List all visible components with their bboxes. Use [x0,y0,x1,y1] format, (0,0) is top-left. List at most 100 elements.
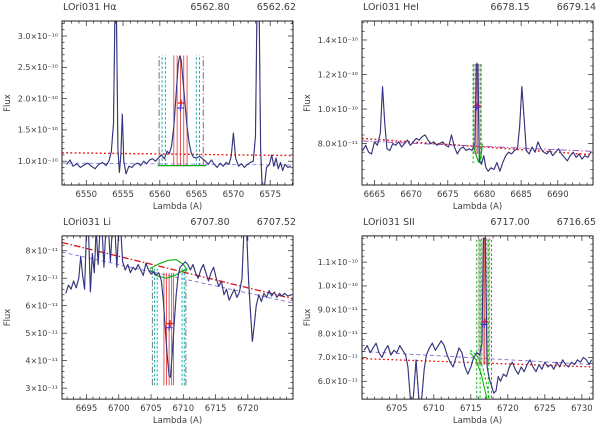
x-tick-label: 6695 [76,403,98,413]
y-tick-label: 1.2×10⁻¹⁰ [318,70,358,79]
x-tick-label: 6575 [259,190,281,200]
rest-wavelength-value: 6707.80 [190,217,229,228]
spectrum-plot-halpha: 6550 6555 6560 6565 6570 6575 3.0×10⁻¹⁰ 2.5×10⁻… [3,2,296,212]
x-tick-label: 6560 [149,190,171,200]
continuum-fit-line [362,137,593,156]
x-tick-label: 6705 [140,403,162,413]
axes: 6695 6700 6705 6710 6715 6720 8×10⁻¹¹ 7×10⁻¹¹ 6×… [25,235,294,413]
continuum-fit-line [62,162,293,166]
axes: 6665 6670 6675 6680 6685 6690 1.4×10⁻¹⁰ 1.2×10⁻… [318,20,594,200]
x-tick-label: 6680 [474,190,496,200]
continuum-fit-line [362,351,593,366]
y-tick-label: 6×10⁻¹¹ [25,302,58,311]
spectrum-plot-hei: 6665 6670 6675 6680 6685 6690 1.4×10⁻¹⁰ 1.2×10⁻… [303,2,596,212]
plot-data-area [362,237,593,400]
x-tick-label: 6715 [205,403,227,413]
x-tick-label: 6730 [571,403,593,413]
x-axis-label: Lambda (A) [453,415,502,425]
spectrum-line [66,21,291,185]
y-axis-label: Flux [303,94,313,112]
line-center-marker [177,104,184,112]
plot-frame [61,235,294,400]
y-tick-label: 9.0×10⁻¹¹ [318,306,358,315]
y-tick-label: 3.0×10⁻¹⁰ [18,32,58,41]
spectrum-line-outer [65,235,292,378]
spectrum-line [363,237,592,400]
line-center-marker [165,324,173,332]
y-tick-label: 2.0×10⁻¹⁰ [18,94,58,103]
y-tick-label: 5×10⁻¹¹ [25,329,58,338]
y-tick-label: 1.5×10⁻¹⁰ [18,126,58,135]
panel-halpha: 6550 6555 6560 6565 6570 6575 3.0×10⁻¹⁰ 2.5×10⁻… [0,0,300,215]
y-tick-label: 1.1×10⁻¹⁰ [318,258,358,267]
measured-wavelength-value: 6707.52 [257,217,296,228]
x-tick-label: 6670 [400,190,422,200]
line-center-marker [166,320,174,327]
plot-data-area [362,62,593,172]
x-tick-label: 6720 [237,403,259,413]
line-center-marker [473,103,481,111]
plot-frame [61,20,294,186]
panel-title: LOri031 SII [363,217,415,228]
continuum-fit-line [362,357,593,368]
line-center-marker [177,99,185,107]
x-tick-label: 6570 [223,190,245,200]
x-axis-label: Lambda (A) [153,415,202,425]
spectrum-line-outer [363,237,593,400]
rest-wavelength-value: 6717.00 [490,217,529,228]
x-tick-label: 6565 [186,190,208,200]
y-tick-label: 6.0×10⁻¹¹ [318,377,358,386]
spectrum-line [65,235,292,378]
x-tick-label: 6710 [173,403,195,413]
panel-li: 6695 6700 6705 6710 6715 6720 8×10⁻¹¹ 7×10⁻¹¹ 6×… [0,215,300,429]
plot-data-area [62,21,293,185]
rest-wavelength-value: 6678.15 [490,2,529,13]
y-tick-label: 3×10⁻¹¹ [25,384,58,393]
x-tick-label: 6690 [547,190,569,200]
y-axis-label: Flux [3,94,13,112]
panel-title: LOri031 Hα [63,2,117,13]
x-axis-label: Lambda (A) [453,202,502,212]
spectrum-line [362,63,592,172]
line-center-marker [481,318,489,326]
continuum-fit-line [62,152,293,157]
plot-frame [361,235,594,400]
spectrum-plot-sii: 6705 6710 6715 6720 6725 6730 1.1×10⁻¹⁰ 1.0×10⁻… [302,217,596,425]
x-tick-label: 6685 [510,190,532,200]
y-tick-label: 7.0×10⁻¹¹ [318,353,358,362]
fit-profile-curve [149,258,188,270]
y-tick-label: 2.5×10⁻¹⁰ [18,63,58,72]
y-tick-label: 1.0×10⁻¹⁰ [318,282,358,291]
panel-title: LOri031 Li [63,217,111,228]
x-axis-label: Lambda (A) [153,202,202,212]
x-tick-label: 6700 [108,403,130,413]
axes: 6705 6710 6715 6720 6725 6730 1.1×10⁻¹⁰ 1.0×10⁻… [318,235,594,413]
continuum-fit-line [62,241,293,300]
fit-profile-curve [469,352,488,400]
x-tick-label: 6720 [497,403,519,413]
fit-profile-curve [472,145,483,164]
spectrum-line-outer [65,21,292,185]
x-tick-label: 6550 [75,190,97,200]
y-tick-label: 1.0×10⁻¹⁰ [318,105,358,114]
measured-wavelength-value: 6716.65 [557,217,596,228]
y-tick-label: 7×10⁻¹¹ [25,274,58,283]
y-tick-label: 8×10⁻¹¹ [25,247,58,256]
line-center-marker [480,321,488,328]
plot-frame [361,20,594,186]
x-tick-label: 6725 [534,403,556,413]
x-tick-label: 6705 [386,403,408,413]
x-tick-label: 6675 [437,190,459,200]
y-tick-label: 8.0×10⁻¹¹ [318,329,358,338]
x-tick-label: 6555 [112,190,134,200]
y-axis-label: Flux [302,309,312,327]
axes: 6550 6555 6560 6565 6570 6575 3.0×10⁻¹⁰ 2.5×10⁻… [18,20,294,200]
y-axis-label: Flux [2,309,12,327]
x-tick-label: 6715 [460,403,482,413]
spectrum-plot-li: 6695 6700 6705 6710 6715 6720 8×10⁻¹¹ 7×10⁻¹¹ 6×… [2,217,296,425]
y-tick-label: 1.4×10⁻¹⁰ [318,36,358,45]
x-tick-label: 6710 [423,403,445,413]
plot-data-area [62,235,293,386]
panel-title: LOri031 HeI [363,2,419,13]
